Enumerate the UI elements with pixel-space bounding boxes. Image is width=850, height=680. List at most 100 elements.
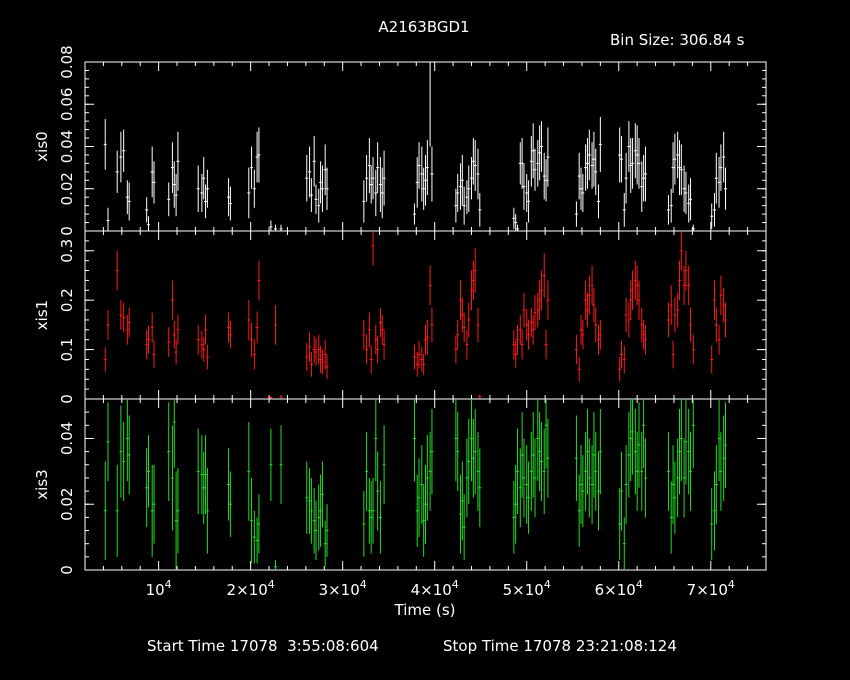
y-tick-label: 0.3 xyxy=(58,239,76,263)
data-point xyxy=(125,315,129,345)
data-point xyxy=(642,319,646,350)
x-tick-label: 4×104 xyxy=(411,578,459,599)
data-point xyxy=(317,334,321,365)
data-point xyxy=(417,458,421,538)
data-point xyxy=(579,445,583,524)
data-point xyxy=(722,287,726,323)
data-point xyxy=(677,140,681,196)
y-axis-label: xis1 xyxy=(33,300,51,330)
data-point xyxy=(525,173,529,212)
data-point xyxy=(592,131,596,187)
start-time-label: Start Time 17078 3:55:08:604 xyxy=(147,637,379,655)
data-point xyxy=(539,422,543,501)
data-point xyxy=(643,146,647,202)
data-point xyxy=(682,165,686,212)
data-point xyxy=(516,324,520,355)
data-point xyxy=(247,167,251,219)
data-point xyxy=(529,135,533,187)
data-point xyxy=(458,474,462,554)
data-point xyxy=(640,307,644,343)
x-tick-label: 7×104 xyxy=(687,578,735,599)
data-point xyxy=(643,438,647,518)
data-point xyxy=(585,408,589,495)
data-point xyxy=(585,292,589,328)
data-point xyxy=(425,435,429,521)
data-point xyxy=(369,165,373,204)
data-point xyxy=(514,214,518,231)
data-point xyxy=(424,324,427,355)
y-tick-label: 0 xyxy=(58,394,76,404)
data-point xyxy=(430,146,434,202)
data-point xyxy=(196,165,200,212)
data-point xyxy=(462,186,466,225)
data-point xyxy=(371,157,375,200)
data-point xyxy=(635,125,639,185)
y-axis-label: xis3 xyxy=(33,469,51,499)
data-point xyxy=(516,428,520,515)
data-point xyxy=(594,431,598,511)
data-point xyxy=(473,140,477,191)
data-point xyxy=(470,270,474,311)
data-point xyxy=(597,451,601,531)
data-point xyxy=(422,353,426,376)
data-point xyxy=(250,477,254,564)
panel-xis3: 0 0.02 0.04 xis3 xyxy=(33,398,767,575)
data-point xyxy=(273,224,277,231)
data-point xyxy=(378,481,382,554)
data-point xyxy=(597,324,601,355)
data-point xyxy=(719,275,723,315)
data-point xyxy=(620,135,624,183)
data-point xyxy=(710,203,714,229)
data-point xyxy=(666,195,670,225)
data-point xyxy=(574,201,578,227)
data-point xyxy=(637,138,641,189)
stop-time-label: Stop Time 17078 23:21:08:124 xyxy=(443,637,677,655)
data-point xyxy=(460,154,464,206)
data-point xyxy=(371,477,375,544)
data-point xyxy=(470,399,474,482)
data-point xyxy=(174,173,178,217)
data-point xyxy=(415,157,419,208)
data-point xyxy=(127,307,131,338)
data-point xyxy=(629,280,633,320)
data-point xyxy=(594,307,598,343)
data-point xyxy=(150,146,154,198)
data-point xyxy=(624,152,628,204)
data-point xyxy=(542,152,546,200)
data-point xyxy=(196,428,200,515)
data-point xyxy=(673,133,677,185)
data-point xyxy=(598,116,602,172)
data-point xyxy=(200,173,204,212)
data-point xyxy=(673,297,677,333)
data-point xyxy=(629,399,633,482)
data-point xyxy=(581,319,585,350)
data-point xyxy=(587,129,591,181)
data-point xyxy=(456,412,460,492)
data-point xyxy=(633,260,637,301)
data-point xyxy=(684,171,688,215)
data-point xyxy=(308,146,312,198)
data-point xyxy=(167,402,171,501)
data-point xyxy=(257,260,261,301)
data-point xyxy=(365,334,369,365)
data-point xyxy=(719,431,723,511)
data-point xyxy=(362,491,366,557)
data-point xyxy=(228,186,232,221)
data-point xyxy=(247,422,251,521)
data-point xyxy=(584,144,588,191)
data-point xyxy=(367,477,371,544)
data-point xyxy=(476,148,480,200)
data-point xyxy=(518,315,522,345)
data-point xyxy=(425,140,429,196)
data-point xyxy=(174,339,178,365)
data-point xyxy=(514,340,518,369)
data-point xyxy=(269,428,273,501)
data-point xyxy=(527,461,531,534)
data-point xyxy=(127,415,131,495)
data-point xyxy=(714,445,718,524)
data-point xyxy=(152,464,156,544)
data-point xyxy=(637,280,641,320)
data-point xyxy=(714,307,718,343)
x-tick-label: 5×104 xyxy=(503,578,551,599)
data-point xyxy=(170,425,174,531)
